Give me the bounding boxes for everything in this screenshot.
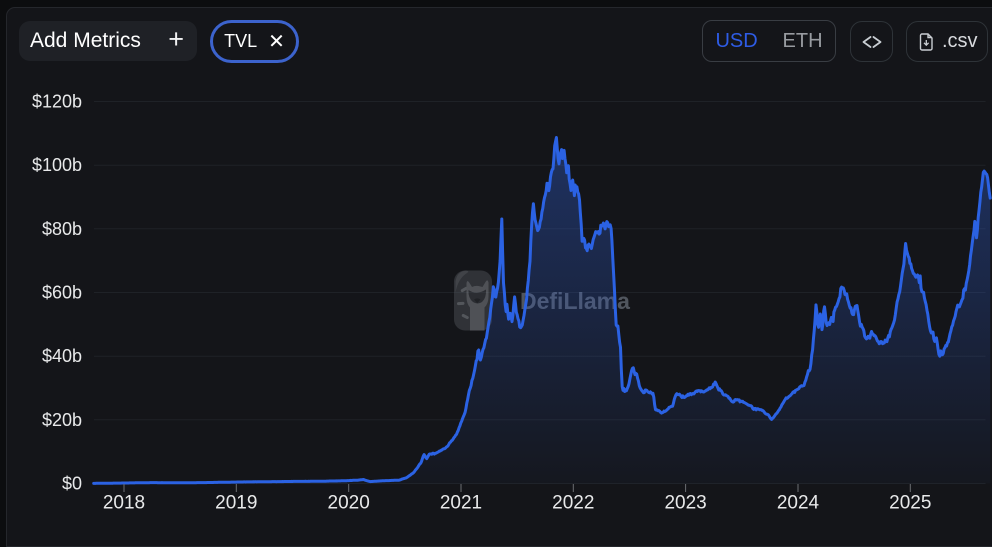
- svg-text:$100b: $100b: [32, 155, 82, 175]
- svg-text:$120b: $120b: [32, 92, 82, 112]
- svg-text:$0: $0: [62, 474, 82, 494]
- svg-text:$60b: $60b: [42, 283, 82, 303]
- svg-text:$80b: $80b: [42, 219, 82, 239]
- svg-text:2018: 2018: [103, 493, 145, 514]
- svg-text:2023: 2023: [664, 493, 706, 514]
- svg-text:2024: 2024: [777, 493, 820, 514]
- svg-text:2025: 2025: [889, 493, 931, 514]
- svg-text:$20b: $20b: [42, 410, 82, 430]
- svg-text:2022: 2022: [552, 493, 594, 514]
- svg-text:$40b: $40b: [42, 346, 82, 366]
- svg-text:2019: 2019: [215, 493, 257, 514]
- svg-text:2020: 2020: [328, 493, 370, 514]
- svg-text:2021: 2021: [440, 493, 482, 514]
